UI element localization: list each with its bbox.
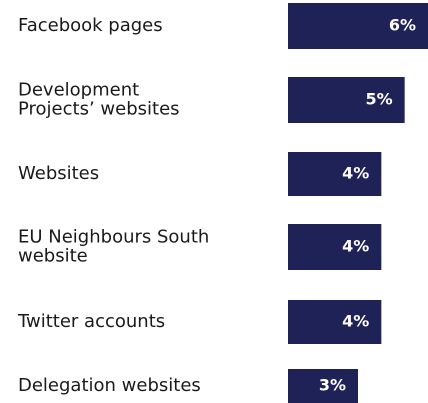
category-label: EU Neighbours South website	[18, 227, 209, 267]
value-label: 3%	[319, 376, 346, 395]
category-label: Delegation websites	[18, 375, 201, 396]
category-label: Websites	[18, 163, 99, 184]
value-label: 5%	[365, 90, 392, 109]
category-label: Facebook pages	[18, 15, 163, 36]
category-label: Twitter accounts	[17, 311, 165, 332]
bar	[288, 77, 405, 123]
value-label: 6%	[389, 16, 416, 35]
value-label: 4%	[342, 164, 369, 183]
value-label: 4%	[342, 312, 369, 331]
value-label: 4%	[342, 237, 369, 256]
bar	[288, 152, 382, 196]
category-label: Development Projects’ websites	[18, 80, 180, 120]
bar	[288, 3, 428, 49]
bar	[288, 369, 358, 403]
bar	[288, 224, 382, 270]
bar	[288, 300, 382, 344]
